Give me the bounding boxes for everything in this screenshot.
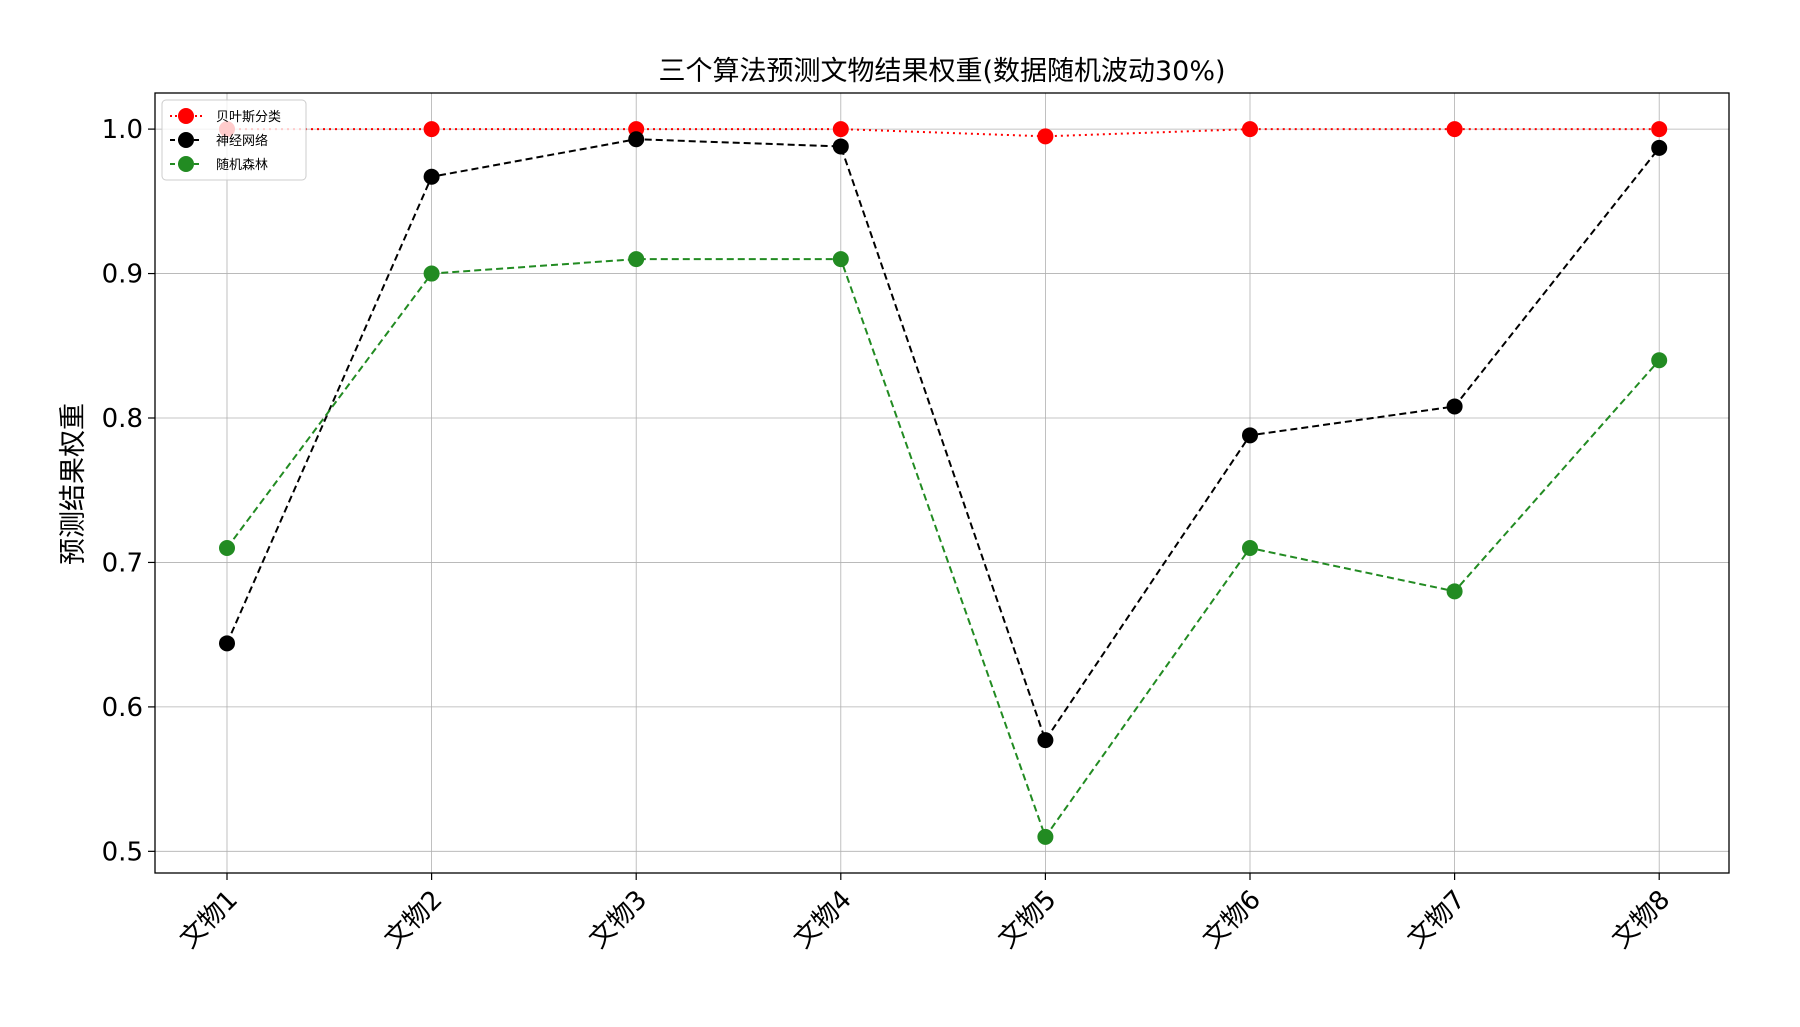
legend-label: 神经网络 xyxy=(216,133,268,149)
x-tick-label: 文物5 xyxy=(993,885,1063,955)
x-tick-label: 文物7 xyxy=(1402,885,1472,955)
series-group xyxy=(219,121,1668,845)
y-tick-label: 0.9 xyxy=(102,260,143,290)
data-point xyxy=(832,138,849,155)
plot-frame xyxy=(154,92,1730,874)
legend-marker xyxy=(178,108,194,124)
data-point xyxy=(1651,352,1668,369)
data-point xyxy=(1651,139,1668,156)
data-point xyxy=(832,121,849,138)
y-axis-label: 预测结果权重 xyxy=(58,403,89,565)
legend-marker xyxy=(178,156,194,172)
series-1 xyxy=(219,121,1668,145)
series-3 xyxy=(219,251,1668,845)
data-point xyxy=(628,251,645,268)
data-point xyxy=(1037,732,1054,749)
x-tick-label: 文物4 xyxy=(788,885,858,955)
data-point xyxy=(1651,121,1668,138)
x-tick-label: 文物2 xyxy=(379,885,449,955)
x-tick-label: 文物1 xyxy=(174,885,244,955)
x-tick-label: 文物3 xyxy=(583,885,653,955)
series-line xyxy=(226,258,1660,840)
series-line xyxy=(227,128,1660,138)
legend-box xyxy=(161,99,307,181)
x-tick-label: 文物6 xyxy=(1197,885,1267,955)
y-tick-label: 0.6 xyxy=(102,693,143,723)
y-tick-label: 0.5 xyxy=(102,837,143,867)
data-point xyxy=(1242,121,1258,138)
data-point xyxy=(219,540,235,556)
legend-item: 神经网络 xyxy=(170,132,268,149)
data-point xyxy=(423,168,440,185)
data-point xyxy=(1446,121,1463,138)
data-point xyxy=(1037,128,1054,145)
data-point xyxy=(423,265,440,282)
data-point xyxy=(628,131,645,148)
series-line xyxy=(226,138,1660,743)
series-2 xyxy=(219,131,1668,749)
data-point xyxy=(1242,427,1258,444)
data-point xyxy=(219,635,235,652)
axis-ticks: 0.5 0.6 0.7 0.8 0.9 1.0 文物1 文物2 文物3 文物4 文物5 文物6 文物7 文… xyxy=(102,115,1677,954)
data-point xyxy=(1446,398,1463,415)
legend-label: 随机森林 xyxy=(216,158,268,173)
data-point xyxy=(1037,828,1054,845)
data-point xyxy=(1446,583,1463,600)
y-tick-label: 1.0 xyxy=(102,115,143,145)
legend-label: 贝叶斯分类 xyxy=(216,110,281,125)
chart-title: 三个算法预测文物结果权重(数据随机波动30%) xyxy=(658,56,1225,87)
data-point xyxy=(832,251,849,268)
data-point xyxy=(1242,540,1258,556)
grid xyxy=(155,93,1729,873)
legend-item: 随机森林 xyxy=(170,156,268,173)
legend-marker xyxy=(178,132,194,148)
x-tick-label: 文物8 xyxy=(1606,885,1676,955)
y-tick-label: 0.8 xyxy=(102,404,143,434)
data-point xyxy=(423,121,440,138)
y-tick-label: 0.7 xyxy=(102,548,143,578)
legend-item: 贝叶斯分类 xyxy=(170,108,281,125)
